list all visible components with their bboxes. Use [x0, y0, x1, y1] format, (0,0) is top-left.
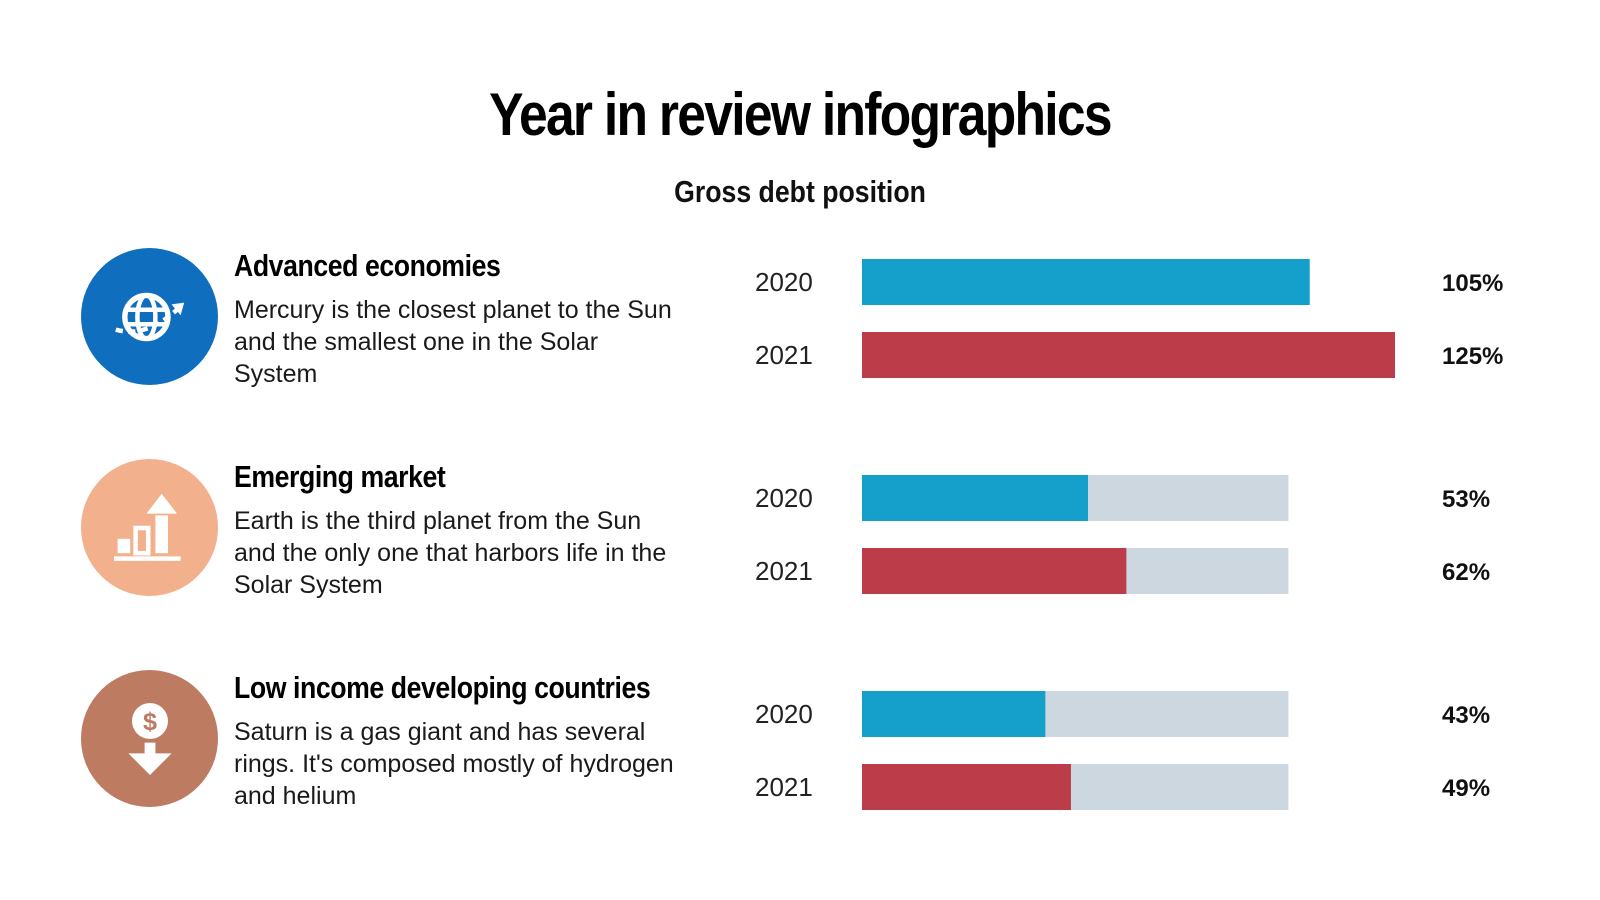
group-heading: Emerging market	[234, 459, 446, 494]
bar-2020	[862, 475, 1088, 521]
bar-2020	[862, 259, 1310, 305]
bar-chart-growth-icon	[81, 459, 218, 596]
year-label: 2020	[755, 483, 813, 513]
group-heading: Advanced economies	[234, 248, 501, 283]
year-label: 2021	[755, 556, 813, 586]
year-label: 2021	[755, 340, 813, 370]
bar-2020	[862, 691, 1046, 737]
group-description: Saturn is a gas giant and has several ri…	[234, 718, 674, 810]
globe-arrow-icon	[81, 248, 218, 385]
bar-2021	[862, 548, 1127, 594]
dollar-down-icon: $	[81, 670, 218, 807]
chart-subtitle: Gross debt position	[674, 174, 926, 209]
bar-2021	[862, 332, 1395, 378]
group-description: Earth is the third planet from the Sun a…	[234, 507, 667, 599]
value-label: 125%	[1442, 343, 1503, 370]
value-label: 43%	[1442, 702, 1490, 729]
group-description: Mercury is the closest planet to the Sun…	[234, 296, 672, 388]
group-advanced-economies: Advanced economies Mercury is the closes…	[0, 248, 1600, 398]
bar-2021	[862, 764, 1071, 810]
group-emerging-market: Emerging market Earth is the third plane…	[0, 459, 1600, 609]
value-label: 49%	[1442, 775, 1490, 802]
year-label: 2020	[755, 267, 813, 297]
year-label: 2020	[755, 699, 813, 729]
group-low-income: $ Low income developing countries Saturn…	[0, 670, 1600, 820]
value-label: 53%	[1442, 486, 1490, 513]
group-heading: Low income developing countries	[234, 670, 651, 705]
svg-text:$: $	[142, 708, 156, 736]
year-label: 2021	[755, 772, 813, 802]
page-title: Year in review infographics	[489, 81, 1112, 148]
value-label: 62%	[1442, 559, 1490, 586]
value-label: 105%	[1442, 270, 1503, 297]
